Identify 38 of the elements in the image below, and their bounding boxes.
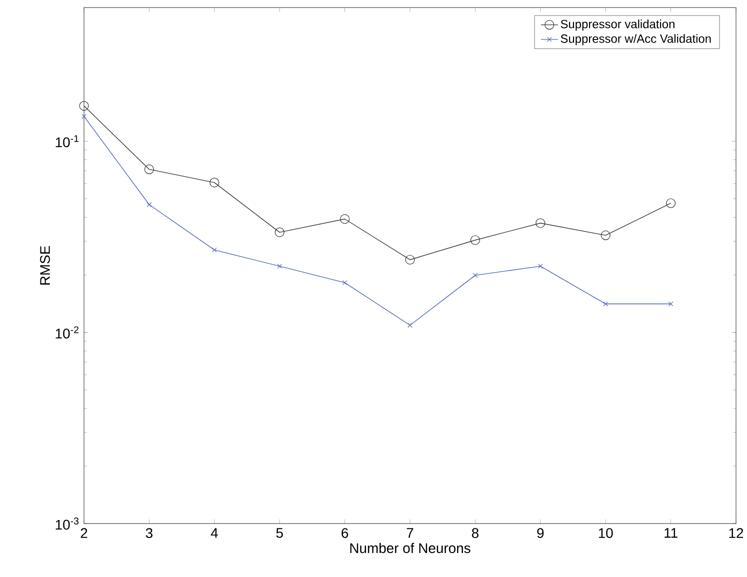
x-tick-label: 12: [729, 528, 744, 538]
point: [405, 254, 415, 265]
point: [212, 248, 217, 252]
y-axis-title: RMSE: [40, 246, 50, 285]
y-tick-label: 10$^{-1}$: [56, 135, 79, 148]
point: [408, 322, 412, 328]
point: [210, 178, 220, 188]
y-tick-label: 10$^{-3}$: [56, 518, 79, 530]
point: [668, 301, 674, 306]
point: [666, 198, 676, 208]
point: [600, 230, 610, 240]
x-tick-label: 9: [537, 528, 544, 538]
point: [274, 228, 284, 238]
x-tick-label: 4: [210, 528, 218, 538]
point: [340, 214, 350, 224]
x-tick-label: 10: [598, 528, 613, 538]
point: [277, 264, 282, 269]
x-tick-label: 5: [276, 528, 283, 538]
point: [470, 235, 480, 245]
legend-label: Suppressor w/Acc Validation: [560, 34, 711, 46]
legend-label: Suppressor validation: [560, 20, 674, 31]
point: [82, 114, 86, 119]
point: [472, 272, 478, 278]
x-tick-label: 8: [472, 528, 478, 538]
y-tick-label: 10$^{-2}$: [56, 326, 78, 339]
point: [538, 264, 543, 269]
point: [603, 301, 608, 306]
x-tick-label: 3: [146, 528, 152, 538]
point: [536, 218, 546, 228]
point: [146, 202, 152, 208]
x-tick-label: 11: [664, 528, 678, 538]
x-tick-label: 7: [406, 528, 414, 538]
point: [342, 280, 348, 286]
point: [79, 101, 89, 111]
x-tick-label: 6: [342, 528, 348, 538]
x-axis-title: Number of Neurons: [350, 542, 470, 554]
point: [144, 164, 154, 174]
x-tick-label: 2: [80, 528, 88, 538]
